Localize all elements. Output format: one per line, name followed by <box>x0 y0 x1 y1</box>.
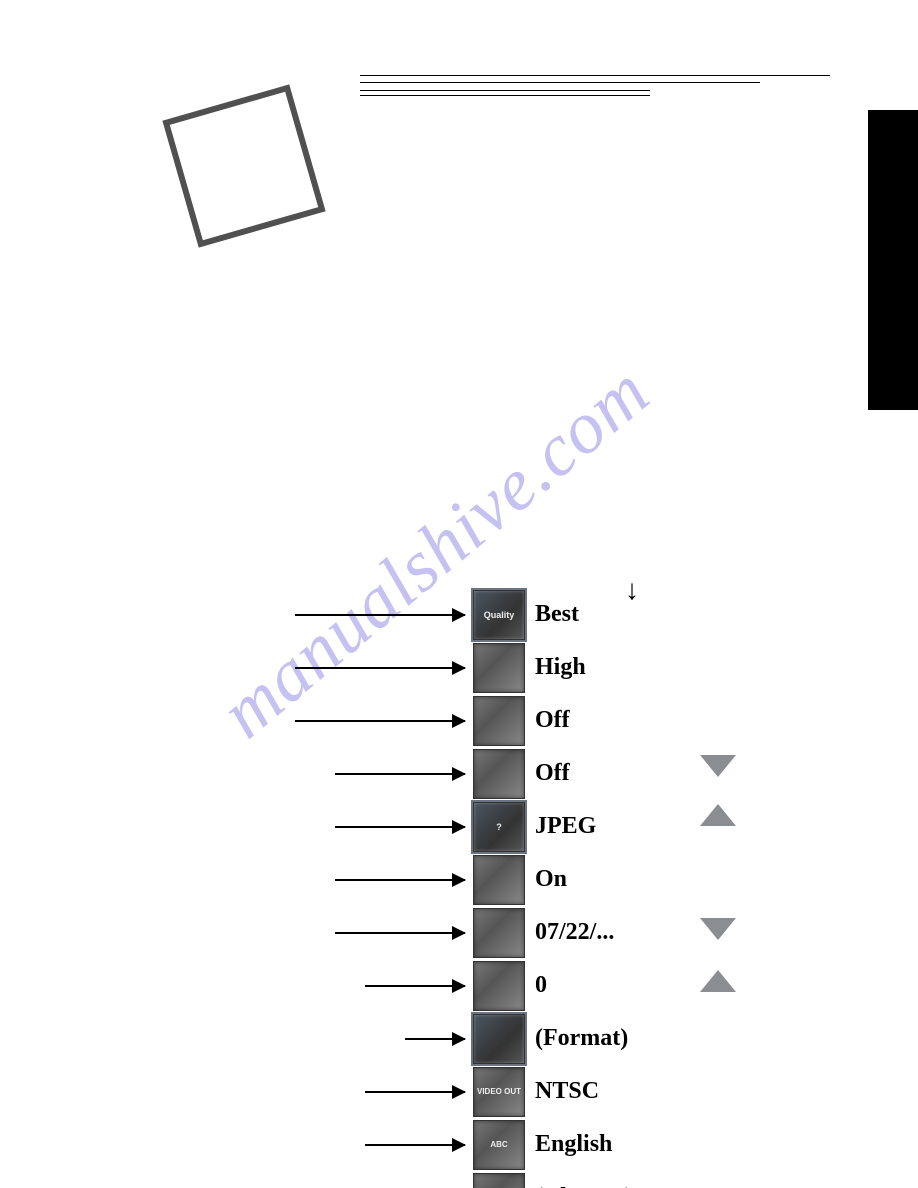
menu-label: Off <box>535 760 570 787</box>
menu-row-resolution: High <box>295 641 745 694</box>
icon-caption: VIDEO OUT <box>477 1088 521 1096</box>
menu-row-exposure: 0 <box>295 959 745 1012</box>
menu-row-autopower: On <box>295 853 745 906</box>
datetime-icon <box>473 908 525 958</box>
pointer-arrow <box>295 667 465 669</box>
language-icon: ABC <box>473 1120 525 1170</box>
format-icon <box>473 1014 525 1064</box>
pointer-arrow <box>365 1091 465 1093</box>
menu-row-language: ABC English <box>295 1118 745 1171</box>
autopower-icon <box>473 855 525 905</box>
menu-label: On <box>535 866 567 893</box>
menu-row-quality: Quality Best <box>295 588 745 641</box>
pointer-arrow <box>335 879 465 881</box>
pointer-arrow <box>335 773 465 775</box>
menu-row-border: Off <box>295 747 745 800</box>
pointer-arrow <box>365 985 465 987</box>
header-rule-2 <box>360 82 760 83</box>
pointer-arrow <box>365 1144 465 1146</box>
side-chapter-tab <box>868 110 918 410</box>
menu-label: Best <box>535 601 579 628</box>
pointer-arrow <box>335 932 465 934</box>
menu-label: 07/22/... <box>535 919 614 946</box>
quickview-icon <box>473 696 525 746</box>
menu-label: High <box>535 654 586 681</box>
menu-row-about: (About...) <box>295 1171 745 1188</box>
menu-row-quickview: Off <box>295 694 745 747</box>
menu-row-format: (Format) <box>295 1012 745 1065</box>
about-icon <box>473 1173 525 1188</box>
videoout-icon: VIDEO OUT <box>473 1067 525 1117</box>
scroll-up-icon <box>700 970 736 992</box>
menu-label: NTSC <box>535 1078 599 1105</box>
icon-caption: Quality <box>484 610 515 620</box>
decorative-square <box>162 84 325 247</box>
menu-label: 0 <box>535 972 547 999</box>
header-rule-3 <box>360 90 650 91</box>
menu-label: (About...) <box>535 1184 633 1188</box>
resolution-icon <box>473 643 525 693</box>
exposure-icon <box>473 961 525 1011</box>
menu-row-videoout: VIDEO OUT NTSC <box>295 1065 745 1118</box>
header-rule-4 <box>360 95 650 96</box>
menu-row-filetype: ? JPEG <box>295 800 745 853</box>
menu-label: English <box>535 1131 612 1158</box>
quality-icon: Quality <box>473 590 525 640</box>
pointer-arrow <box>295 720 465 722</box>
menu-label: (Format) <box>535 1025 628 1052</box>
menu-row-datetime: 07/22/... <box>295 906 745 959</box>
pointer-arrow <box>295 614 465 616</box>
pointer-arrow <box>405 1038 465 1040</box>
menu-label: JPEG <box>535 813 596 840</box>
pointer-arrow <box>335 826 465 828</box>
header-rule-top <box>360 75 830 76</box>
manual-page: manualshive.com ↓ Quality Best High Off … <box>0 0 918 1188</box>
border-icon <box>473 749 525 799</box>
filetype-icon: ? <box>473 802 525 852</box>
icon-caption: ABC <box>490 1140 507 1149</box>
scroll-up-icon <box>700 804 736 826</box>
menu-label: Off <box>535 707 570 734</box>
settings-menu-diagram: Quality Best High Off Off ? JPEG On <box>295 588 745 1188</box>
scroll-down-icon <box>700 755 736 777</box>
icon-caption: ? <box>496 822 502 832</box>
scroll-down-icon <box>700 918 736 940</box>
